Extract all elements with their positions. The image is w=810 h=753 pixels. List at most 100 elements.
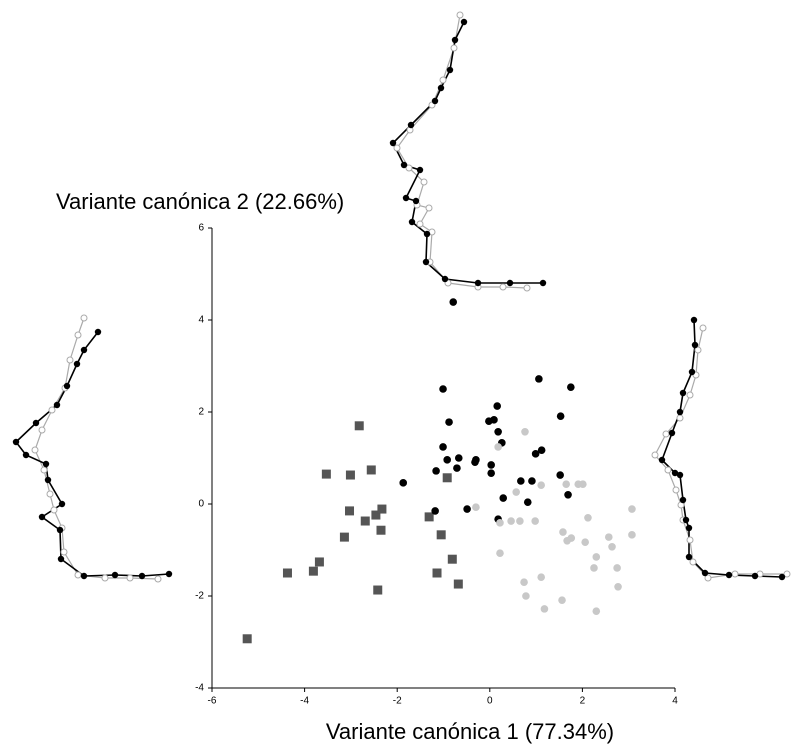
point	[360, 516, 370, 526]
outline-vertex	[690, 316, 698, 324]
outline-vertex	[682, 516, 690, 524]
point	[376, 525, 386, 535]
point	[556, 412, 565, 420]
outline-vertex	[80, 572, 88, 580]
outline-vertex	[165, 570, 173, 578]
outline-black	[661, 319, 783, 578]
point	[499, 494, 508, 502]
outline-vertex	[12, 438, 20, 446]
point	[443, 456, 452, 464]
outline-vertex	[676, 414, 684, 422]
outline-vertex	[451, 36, 459, 44]
point	[628, 531, 636, 539]
outline-vertex	[778, 573, 786, 581]
outline-vertex	[402, 194, 410, 202]
outline-vertex	[423, 230, 431, 238]
outline-vertex	[686, 391, 694, 399]
point	[442, 473, 452, 483]
outline-vertex	[539, 279, 547, 287]
outline-vertex	[460, 18, 468, 26]
x-tick-label: 4	[672, 696, 678, 707]
shape-outlines	[12, 11, 791, 583]
point	[472, 503, 480, 512]
outline-vertex	[425, 204, 433, 212]
y-tick-label: -2	[195, 591, 204, 602]
outline-black	[392, 21, 543, 284]
point	[454, 454, 463, 462]
point	[579, 480, 587, 489]
point	[531, 517, 539, 525]
outline-vertex	[60, 548, 68, 556]
point	[567, 383, 575, 391]
point	[608, 542, 616, 551]
x-tick-label: -6	[208, 696, 217, 707]
outline-vertex	[58, 500, 66, 508]
outline-vertex	[664, 466, 672, 474]
point	[590, 564, 598, 572]
outline-vertex	[94, 328, 102, 336]
y-tick-label: 2	[198, 407, 204, 418]
outline-vertex	[671, 469, 679, 477]
point	[493, 402, 502, 410]
outline-vertex	[431, 97, 439, 105]
point	[604, 533, 613, 541]
outline-vertex	[400, 161, 408, 169]
outline-vertex	[499, 283, 507, 291]
outline-vertex	[474, 279, 482, 287]
point	[439, 443, 447, 451]
point	[424, 512, 434, 522]
point	[282, 568, 292, 578]
outline-vertex	[42, 460, 50, 468]
outline-vertex	[66, 356, 74, 364]
outline-vertex	[31, 446, 39, 454]
outline-vertex	[701, 569, 709, 577]
outline-vertex	[74, 331, 82, 339]
point	[564, 491, 572, 499]
point	[496, 549, 504, 558]
point	[377, 504, 387, 514]
x-tick-label: 2	[580, 696, 586, 707]
point	[592, 607, 601, 615]
point	[432, 467, 440, 475]
x-axis-title: Variante canónica 1 (77.34%)	[326, 719, 614, 744]
point	[517, 477, 525, 485]
outline-black	[14, 331, 170, 577]
point	[453, 464, 461, 472]
point	[399, 479, 408, 487]
outline-vertex	[416, 220, 424, 228]
outline-vertex	[422, 258, 430, 266]
outline-vertex	[32, 419, 40, 427]
point	[487, 461, 495, 469]
point	[308, 566, 318, 576]
outline-vertex	[688, 368, 696, 376]
point	[613, 564, 621, 572]
outline-vertex	[40, 466, 48, 474]
point	[556, 471, 564, 479]
outline-vertex	[450, 44, 458, 52]
point	[463, 505, 471, 513]
outline-vertex	[389, 139, 397, 147]
outline-vertex	[73, 360, 81, 368]
point	[535, 375, 543, 383]
point	[523, 498, 532, 506]
point	[314, 557, 324, 567]
point	[366, 465, 376, 475]
y-tick-label: -4	[195, 683, 204, 694]
outline-vertex	[393, 144, 401, 152]
outline-gray	[396, 14, 528, 289]
outline-vertex	[111, 571, 119, 579]
outline-vertex	[53, 401, 61, 409]
outline-vertex	[80, 346, 88, 354]
outline-vertex	[38, 513, 46, 521]
point	[371, 510, 381, 520]
outline-vertex	[662, 430, 670, 438]
outline-vertex	[691, 341, 699, 349]
outline-vertex	[74, 571, 82, 579]
point	[431, 507, 439, 515]
outline-vertex	[676, 471, 684, 479]
outline-vertex	[154, 575, 162, 583]
outline-vertex	[686, 536, 694, 544]
outline-vertex	[22, 451, 30, 459]
outline-vertex	[506, 279, 514, 287]
point	[436, 530, 446, 540]
